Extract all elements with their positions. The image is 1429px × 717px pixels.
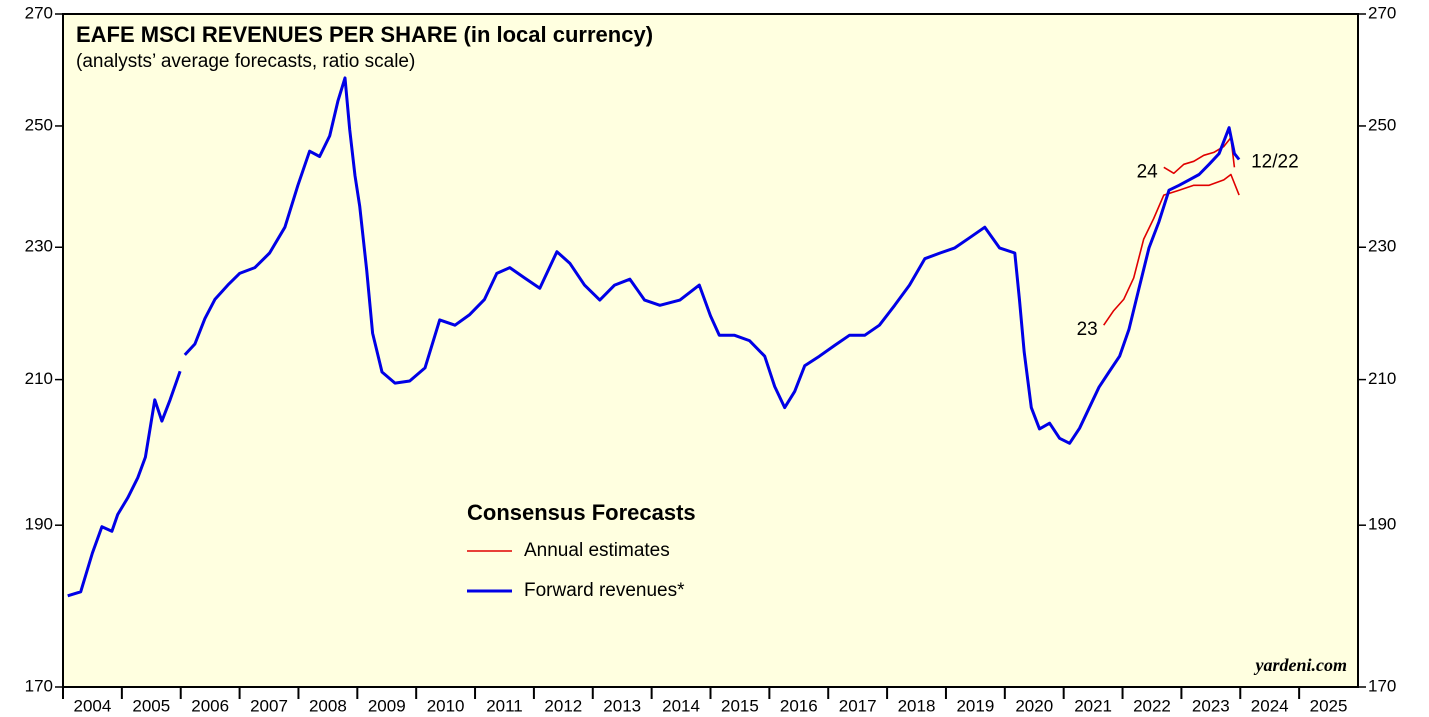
chart-subtitle: (analysts’ average forecasts, ratio scal… <box>76 51 415 72</box>
series-label: 23 <box>1077 319 1098 340</box>
x-tick-label: 2009 <box>368 696 406 715</box>
plot-area <box>62 13 1359 688</box>
x-tick-label: 2011 <box>486 696 523 715</box>
y-tick-label-right: 190 <box>1368 515 1396 534</box>
x-tick-label: 2023 <box>1192 696 1230 715</box>
series-line <box>67 76 1241 598</box>
x-tick-label: 2017 <box>839 696 877 715</box>
chart-title: EAFE MSCI REVENUES PER SHARE (in local c… <box>76 22 653 47</box>
x-tick-label: 2013 <box>603 696 641 715</box>
series-label: 12/22 <box>1251 152 1299 173</box>
series-line <box>1163 136 1236 175</box>
x-tick-label: 2025 <box>1310 696 1348 715</box>
x-tick-label: 2021 <box>1074 696 1112 715</box>
x-tick-label: 2024 <box>1251 696 1289 715</box>
y-tick-label: 250 <box>25 115 53 134</box>
x-tick-label: 2018 <box>898 696 936 715</box>
y-tick-label: 230 <box>25 237 53 256</box>
x-tick-label: 2006 <box>191 696 229 715</box>
y-tick-label: 190 <box>25 515 53 534</box>
x-tick-label: 2010 <box>427 696 465 715</box>
x-tick-label: 2008 <box>309 696 347 715</box>
x-tick-label: 2004 <box>74 696 112 715</box>
x-tick-label: 2019 <box>956 696 994 715</box>
y-tick-label-right: 250 <box>1368 115 1396 134</box>
y-tick-label-right: 210 <box>1368 369 1396 388</box>
source: yardeni.com <box>1254 655 1348 675</box>
x-tick-label: 2015 <box>721 696 759 715</box>
x-tick-label: 2020 <box>1015 696 1053 715</box>
legend-label: Annual estimates <box>524 540 670 561</box>
x-tick-label: 2005 <box>132 696 170 715</box>
x-tick-label: 2022 <box>1133 696 1171 715</box>
y-tick-label-right: 230 <box>1368 237 1396 256</box>
y-tick-label-right: 270 <box>1368 3 1396 22</box>
legend-title: Consensus Forecasts <box>467 500 696 525</box>
x-tick-label: 2016 <box>780 696 818 715</box>
y-tick-label: 210 <box>25 369 53 388</box>
y-tick-label-right: 170 <box>1368 676 1396 695</box>
x-tick-label: 2012 <box>544 696 582 715</box>
x-tick-label: 2007 <box>250 696 288 715</box>
x-tick-label: 2014 <box>662 696 700 715</box>
y-tick-label: 270 <box>25 3 53 22</box>
legend-label: Forward revenues* <box>524 580 685 601</box>
series-label: 24 <box>1137 161 1159 182</box>
y-tick-label: 170 <box>25 676 53 695</box>
series-line <box>1103 173 1240 326</box>
